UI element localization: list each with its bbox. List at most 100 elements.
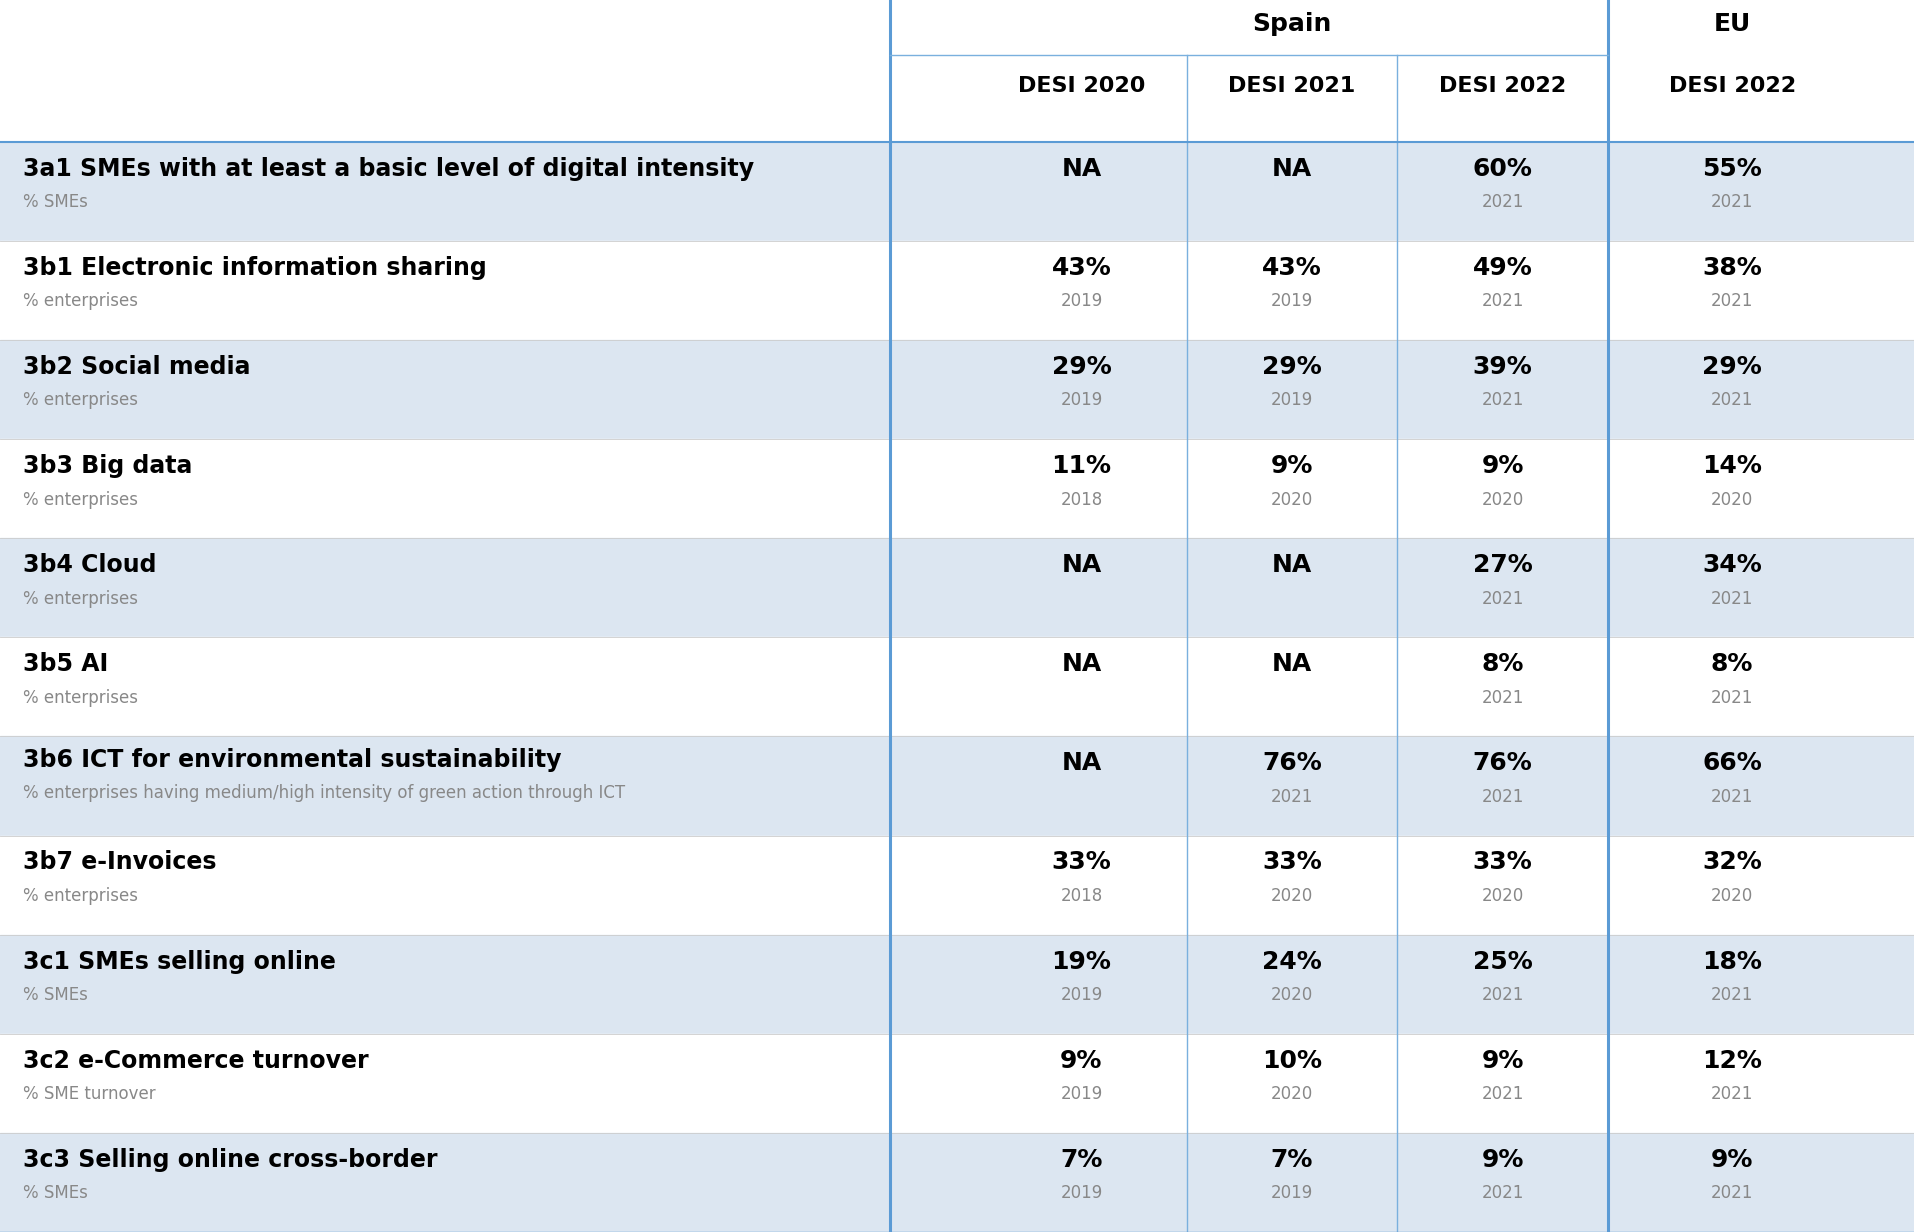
Text: 33%: 33% — [1472, 850, 1533, 875]
Text: 8%: 8% — [1481, 652, 1524, 676]
Text: 3c2 e-Commerce turnover: 3c2 e-Commerce turnover — [23, 1048, 369, 1073]
Text: 11%: 11% — [1051, 453, 1112, 478]
Text: 3b4 Cloud: 3b4 Cloud — [23, 553, 157, 577]
Text: DESI 2020: DESI 2020 — [1018, 76, 1145, 96]
Text: 2020: 2020 — [1271, 986, 1313, 1004]
Text: 2021: 2021 — [1481, 788, 1524, 806]
Text: % enterprises having medium/high intensity of green action through ICT: % enterprises having medium/high intensi… — [23, 784, 626, 802]
Bar — [0, 835, 1914, 935]
Text: 2018: 2018 — [1060, 490, 1102, 509]
Text: Spain: Spain — [1252, 12, 1332, 36]
Text: 8%: 8% — [1711, 652, 1753, 676]
Text: 9%: 9% — [1271, 453, 1313, 478]
Bar — [0, 1034, 1914, 1133]
Bar — [0, 935, 1914, 1034]
Text: 32%: 32% — [1702, 850, 1763, 875]
Text: 2019: 2019 — [1060, 1184, 1102, 1202]
Text: 43%: 43% — [1051, 256, 1112, 280]
Text: 2019: 2019 — [1271, 292, 1313, 310]
Text: 25%: 25% — [1472, 950, 1533, 973]
Text: 9%: 9% — [1711, 1148, 1753, 1172]
Text: 60%: 60% — [1472, 156, 1533, 181]
Text: % SME turnover: % SME turnover — [23, 1085, 155, 1104]
Text: DESI 2022: DESI 2022 — [1669, 76, 1795, 96]
Text: 9%: 9% — [1481, 1148, 1524, 1172]
Text: 24%: 24% — [1261, 950, 1323, 973]
Text: NA: NA — [1060, 156, 1102, 181]
Text: 2021: 2021 — [1711, 1085, 1753, 1104]
Text: 2020: 2020 — [1271, 1085, 1313, 1104]
Text: 3c3 Selling online cross-border: 3c3 Selling online cross-border — [23, 1148, 438, 1172]
Text: % enterprises: % enterprises — [23, 392, 138, 409]
Text: 34%: 34% — [1702, 553, 1763, 577]
Text: 49%: 49% — [1472, 256, 1533, 280]
Text: 2021: 2021 — [1481, 590, 1524, 607]
Text: 76%: 76% — [1261, 752, 1323, 775]
Text: 18%: 18% — [1702, 950, 1763, 973]
Text: 29%: 29% — [1702, 355, 1763, 378]
Text: 2020: 2020 — [1271, 887, 1313, 906]
Text: NA: NA — [1271, 553, 1313, 577]
Text: 2021: 2021 — [1481, 986, 1524, 1004]
Text: NA: NA — [1060, 752, 1102, 775]
Text: 2018: 2018 — [1060, 887, 1102, 906]
Text: 3c1 SMEs selling online: 3c1 SMEs selling online — [23, 950, 335, 973]
Text: 2020: 2020 — [1711, 490, 1753, 509]
Text: 55%: 55% — [1702, 156, 1763, 181]
Text: NA: NA — [1060, 652, 1102, 676]
Text: % enterprises: % enterprises — [23, 590, 138, 607]
Text: 3b3 Big data: 3b3 Big data — [23, 453, 191, 478]
Text: 2019: 2019 — [1060, 392, 1102, 409]
Text: 19%: 19% — [1051, 950, 1112, 973]
Text: 2021: 2021 — [1711, 193, 1753, 211]
Text: 29%: 29% — [1051, 355, 1112, 378]
Text: 2019: 2019 — [1060, 986, 1102, 1004]
Text: 2021: 2021 — [1481, 1085, 1524, 1104]
Text: % SMEs: % SMEs — [23, 986, 88, 1004]
Text: 66%: 66% — [1702, 752, 1763, 775]
Text: NA: NA — [1271, 156, 1313, 181]
Text: % enterprises: % enterprises — [23, 292, 138, 310]
Text: 9%: 9% — [1060, 1048, 1102, 1073]
Text: 2019: 2019 — [1271, 392, 1313, 409]
Bar — [0, 0, 1914, 142]
Text: DESI 2021: DESI 2021 — [1229, 76, 1355, 96]
Text: 10%: 10% — [1261, 1048, 1323, 1073]
Bar — [0, 1133, 1914, 1232]
Text: % enterprises: % enterprises — [23, 887, 138, 906]
Text: 2021: 2021 — [1711, 1184, 1753, 1202]
Text: 38%: 38% — [1702, 256, 1763, 280]
Text: 7%: 7% — [1060, 1148, 1102, 1172]
Text: NA: NA — [1271, 652, 1313, 676]
Bar — [0, 637, 1914, 737]
Bar — [0, 439, 1914, 538]
Text: 7%: 7% — [1271, 1148, 1313, 1172]
Text: 2021: 2021 — [1481, 292, 1524, 310]
Bar — [0, 737, 1914, 835]
Bar — [0, 340, 1914, 439]
Text: 14%: 14% — [1702, 453, 1763, 478]
Text: 2020: 2020 — [1711, 887, 1753, 906]
Text: DESI 2022: DESI 2022 — [1439, 76, 1566, 96]
Text: 2021: 2021 — [1481, 689, 1524, 707]
Text: 76%: 76% — [1472, 752, 1533, 775]
Text: % SMEs: % SMEs — [23, 1184, 88, 1202]
Text: 2019: 2019 — [1271, 1184, 1313, 1202]
Text: % enterprises: % enterprises — [23, 689, 138, 707]
Text: 3b7 e-Invoices: 3b7 e-Invoices — [23, 850, 216, 875]
Text: 2019: 2019 — [1060, 292, 1102, 310]
Text: 2021: 2021 — [1481, 193, 1524, 211]
Text: 3b6 ICT for environmental sustainability: 3b6 ICT for environmental sustainability — [23, 748, 561, 772]
Text: 3b1 Electronic information sharing: 3b1 Electronic information sharing — [23, 256, 486, 280]
Text: NA: NA — [1060, 553, 1102, 577]
Bar — [0, 538, 1914, 637]
Text: 39%: 39% — [1472, 355, 1533, 378]
Bar — [0, 142, 1914, 240]
Text: 9%: 9% — [1481, 1048, 1524, 1073]
Text: 2019: 2019 — [1060, 1085, 1102, 1104]
Text: 9%: 9% — [1481, 453, 1524, 478]
Text: 2021: 2021 — [1711, 788, 1753, 806]
Text: 2020: 2020 — [1481, 887, 1524, 906]
Text: 2021: 2021 — [1711, 689, 1753, 707]
Text: 43%: 43% — [1261, 256, 1323, 280]
